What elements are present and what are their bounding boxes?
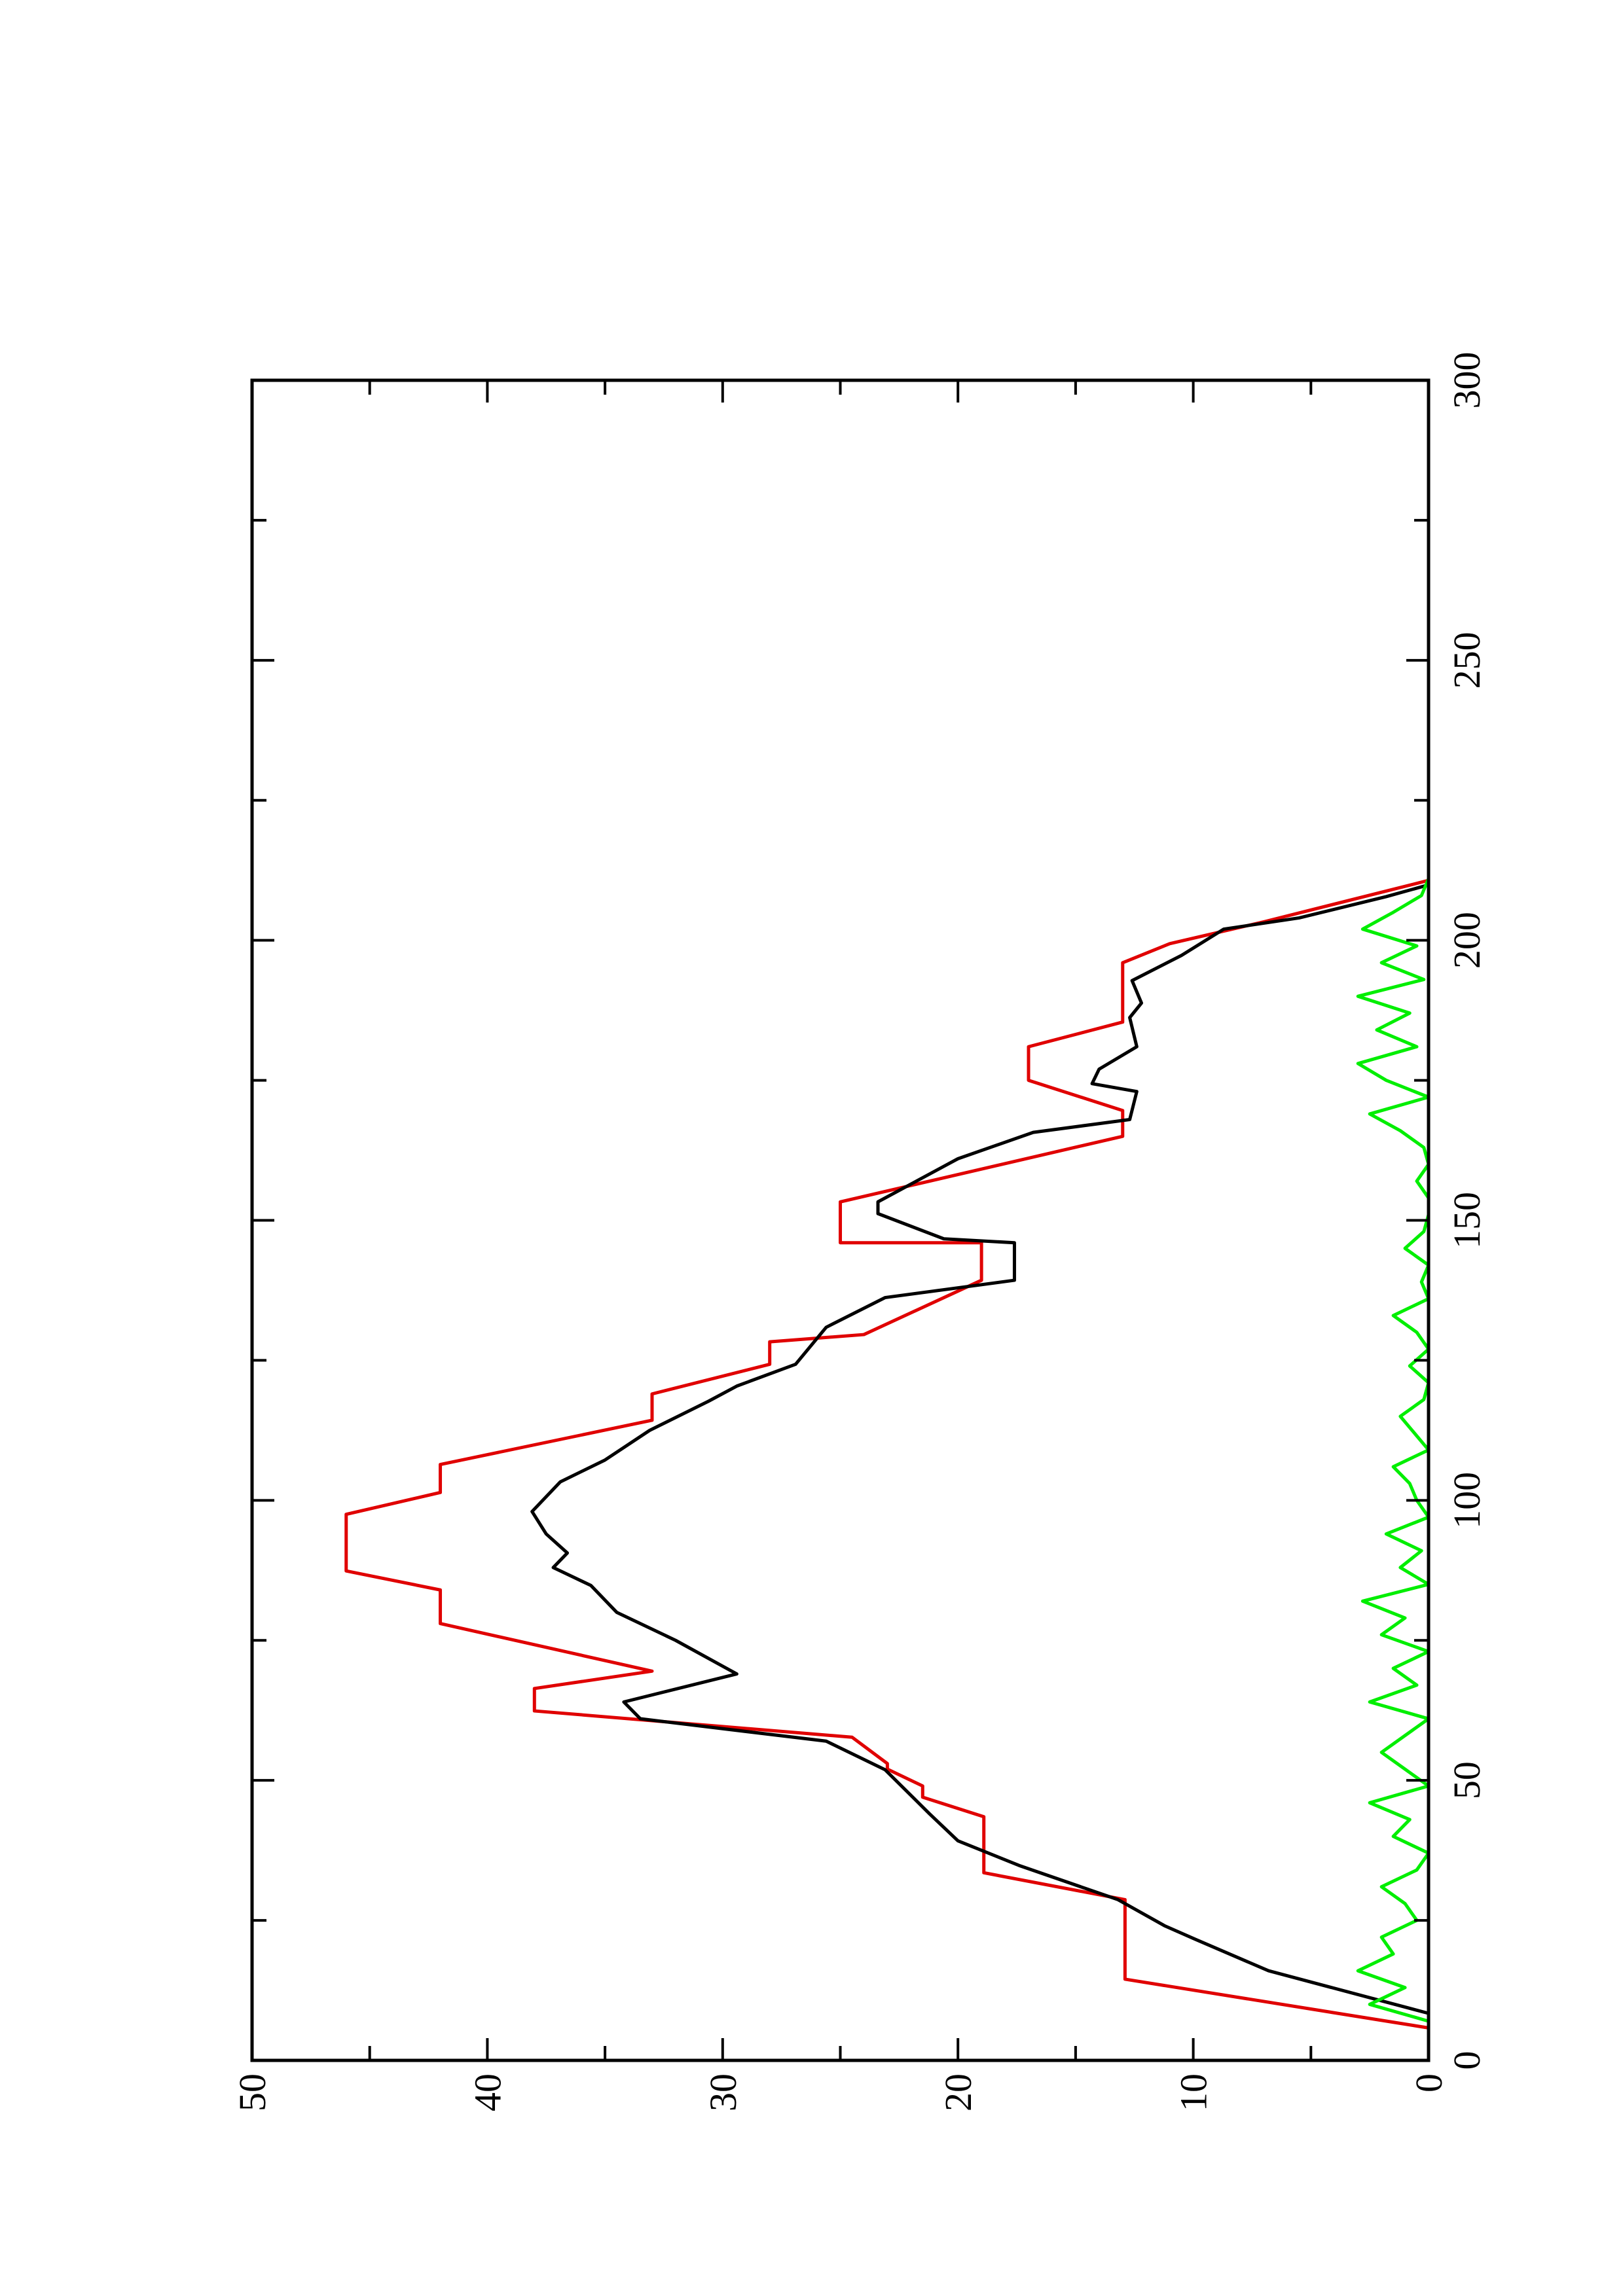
series-line xyxy=(530,883,1429,2015)
x-tick-label: 150 xyxy=(1446,1192,1488,1249)
plot: 0 50 100 150 200 250 300 0 10 20 30 40 50 xyxy=(231,352,1488,2112)
y-tick-label: 0 xyxy=(1408,2073,1450,2092)
y-tick-label: 10 xyxy=(1173,2073,1215,2111)
x-tick-label: 100 xyxy=(1446,1472,1488,1529)
y-tick-label: 30 xyxy=(702,2073,744,2111)
x-tick-label: 200 xyxy=(1446,912,1488,969)
y-tick-label: 40 xyxy=(466,2073,509,2111)
series-line xyxy=(344,878,1429,2030)
x-tick-label: 250 xyxy=(1446,632,1488,689)
x-tick-label: 300 xyxy=(1446,352,1488,409)
x-tick-label: 0 xyxy=(1446,2051,1488,2070)
y-tick-label: 20 xyxy=(937,2073,979,2111)
x-tick-label: 50 xyxy=(1446,1761,1488,1799)
series-line xyxy=(1356,878,1431,2023)
y-tick-label: 50 xyxy=(231,2073,274,2111)
